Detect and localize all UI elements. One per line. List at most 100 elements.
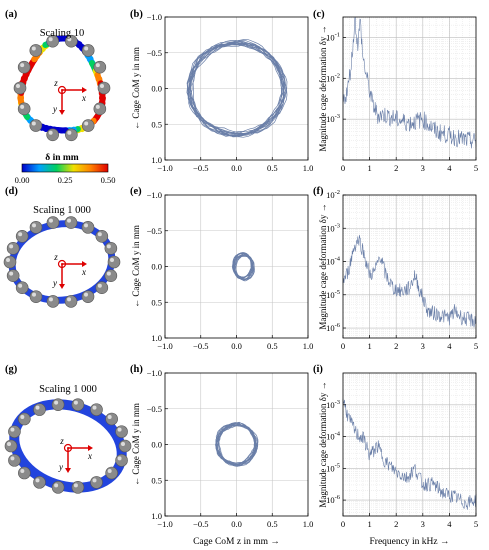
plot-frame: [342, 16, 477, 161]
tick-exponent: -2: [335, 72, 340, 79]
tick-exponent: -5: [335, 462, 340, 469]
y-axis-label: Magnitude cage deformation δy →: [318, 381, 328, 507]
y-arrow-head: [59, 284, 65, 289]
ball-highlight: [54, 483, 59, 488]
panel-label: (d): [5, 186, 18, 197]
ball-highlight: [67, 297, 72, 302]
ball: [115, 425, 128, 438]
ball: [118, 439, 132, 453]
tick-exponent: -4: [335, 256, 341, 263]
colorbar-tick: 0.50: [101, 175, 116, 185]
y-tick-label: 10-5: [326, 289, 340, 300]
x-tick-label: 4: [447, 163, 452, 173]
ball: [17, 102, 31, 116]
x-tick-label: 5: [474, 341, 478, 351]
ball-highlight: [20, 468, 25, 473]
x-axis-label: Cage CoM z in mm →: [193, 537, 280, 547]
ball: [15, 281, 29, 295]
ball-highlight: [92, 405, 97, 410]
ball-highlight: [110, 258, 114, 262]
y-tick-label: 10-2: [326, 189, 340, 200]
tick-exponent: -3: [335, 222, 340, 229]
ball: [17, 60, 31, 74]
ball-highlight: [7, 442, 11, 446]
x-arrow-head: [88, 445, 93, 451]
x-tick-label: 0: [341, 341, 345, 351]
x-tick-label: 0: [341, 519, 345, 529]
x-tick-label: 0.5: [267, 519, 278, 529]
colorbar-tick: 0.25: [58, 175, 73, 185]
ball-highlight: [67, 37, 72, 42]
x-tick-label: 2: [394, 341, 398, 351]
ball-highlight: [20, 63, 25, 68]
tick-exponent: -4: [335, 431, 341, 438]
x-tick-label: 2: [394, 163, 398, 173]
y-tick-label: 10-2: [326, 72, 340, 83]
tick-exponent: -6: [335, 322, 341, 329]
spectrum-trace: [342, 17, 477, 149]
x-tick-label: 1: [367, 341, 371, 351]
ball-highlight: [107, 415, 112, 420]
ball: [95, 229, 109, 243]
axis-label-z: z: [53, 78, 58, 88]
ball-highlight: [20, 104, 25, 109]
orbit-plot: [164, 372, 309, 517]
orbit-trace: [216, 424, 256, 466]
ball: [107, 255, 121, 269]
y-tick-label: 0.0: [151, 440, 162, 450]
x-tick-label: 1.0: [303, 341, 314, 351]
x-tick-label: 5: [474, 519, 478, 529]
orbit-trace: [217, 424, 258, 466]
panel-label: (a): [5, 9, 18, 20]
ball-highlight: [32, 292, 36, 297]
y-tick-label: 10-6: [326, 494, 341, 505]
ball: [4, 439, 18, 453]
y-axis-label: ← Cage CoM y in mm: [131, 403, 141, 486]
x-tick-label: 0.5: [267, 341, 278, 351]
ball: [93, 60, 107, 74]
y-tick-label: 0.5: [151, 475, 162, 485]
colorbar-title: δ in mm: [45, 153, 79, 163]
ball: [115, 454, 128, 467]
plots: [164, 16, 477, 517]
ball: [15, 229, 29, 243]
y-tick-label: −0.5: [147, 48, 162, 58]
ball-highlight: [35, 405, 40, 410]
x-tick-label: −1.0: [157, 341, 172, 351]
x-tick-label: −0.5: [193, 341, 208, 351]
x-tick-label: 0.5: [267, 163, 278, 173]
y-tick-label: −1.0: [147, 190, 162, 200]
ball: [104, 242, 118, 255]
cage-illustrations: [3, 34, 132, 494]
panel-label: (i): [313, 364, 323, 375]
cage-ring: [9, 399, 127, 493]
ball-highlight: [18, 232, 23, 237]
ball-highlight: [9, 244, 14, 249]
ball-highlight: [16, 84, 20, 88]
orbit-trace: [190, 44, 288, 138]
ball: [8, 425, 21, 438]
ball: [65, 128, 78, 142]
ball: [64, 216, 78, 229]
ball-highlight: [67, 218, 72, 223]
y-arrow-head: [59, 110, 65, 115]
x-axis-label: Frequency in kHz →: [370, 537, 450, 547]
ball-highlight: [117, 427, 122, 432]
y-tick-label: 0.5: [151, 297, 162, 307]
y-tick-label: 10-1: [326, 31, 340, 42]
ball-highlight: [67, 130, 72, 135]
x-tick-label: 3: [421, 519, 425, 529]
axis-label-z: z: [53, 252, 58, 262]
orbit-trace: [233, 255, 253, 281]
ball: [3, 255, 17, 269]
ball: [29, 290, 43, 303]
y-tick-label: 10-3: [326, 222, 340, 233]
ball: [97, 81, 111, 95]
y-tick-label: 0.0: [151, 262, 162, 272]
ball-highlight: [107, 468, 112, 473]
ball-highlight: [10, 456, 15, 461]
y-tick-label: 10-4: [326, 431, 341, 442]
spectrum-trace: [342, 234, 477, 328]
ball: [46, 128, 59, 142]
